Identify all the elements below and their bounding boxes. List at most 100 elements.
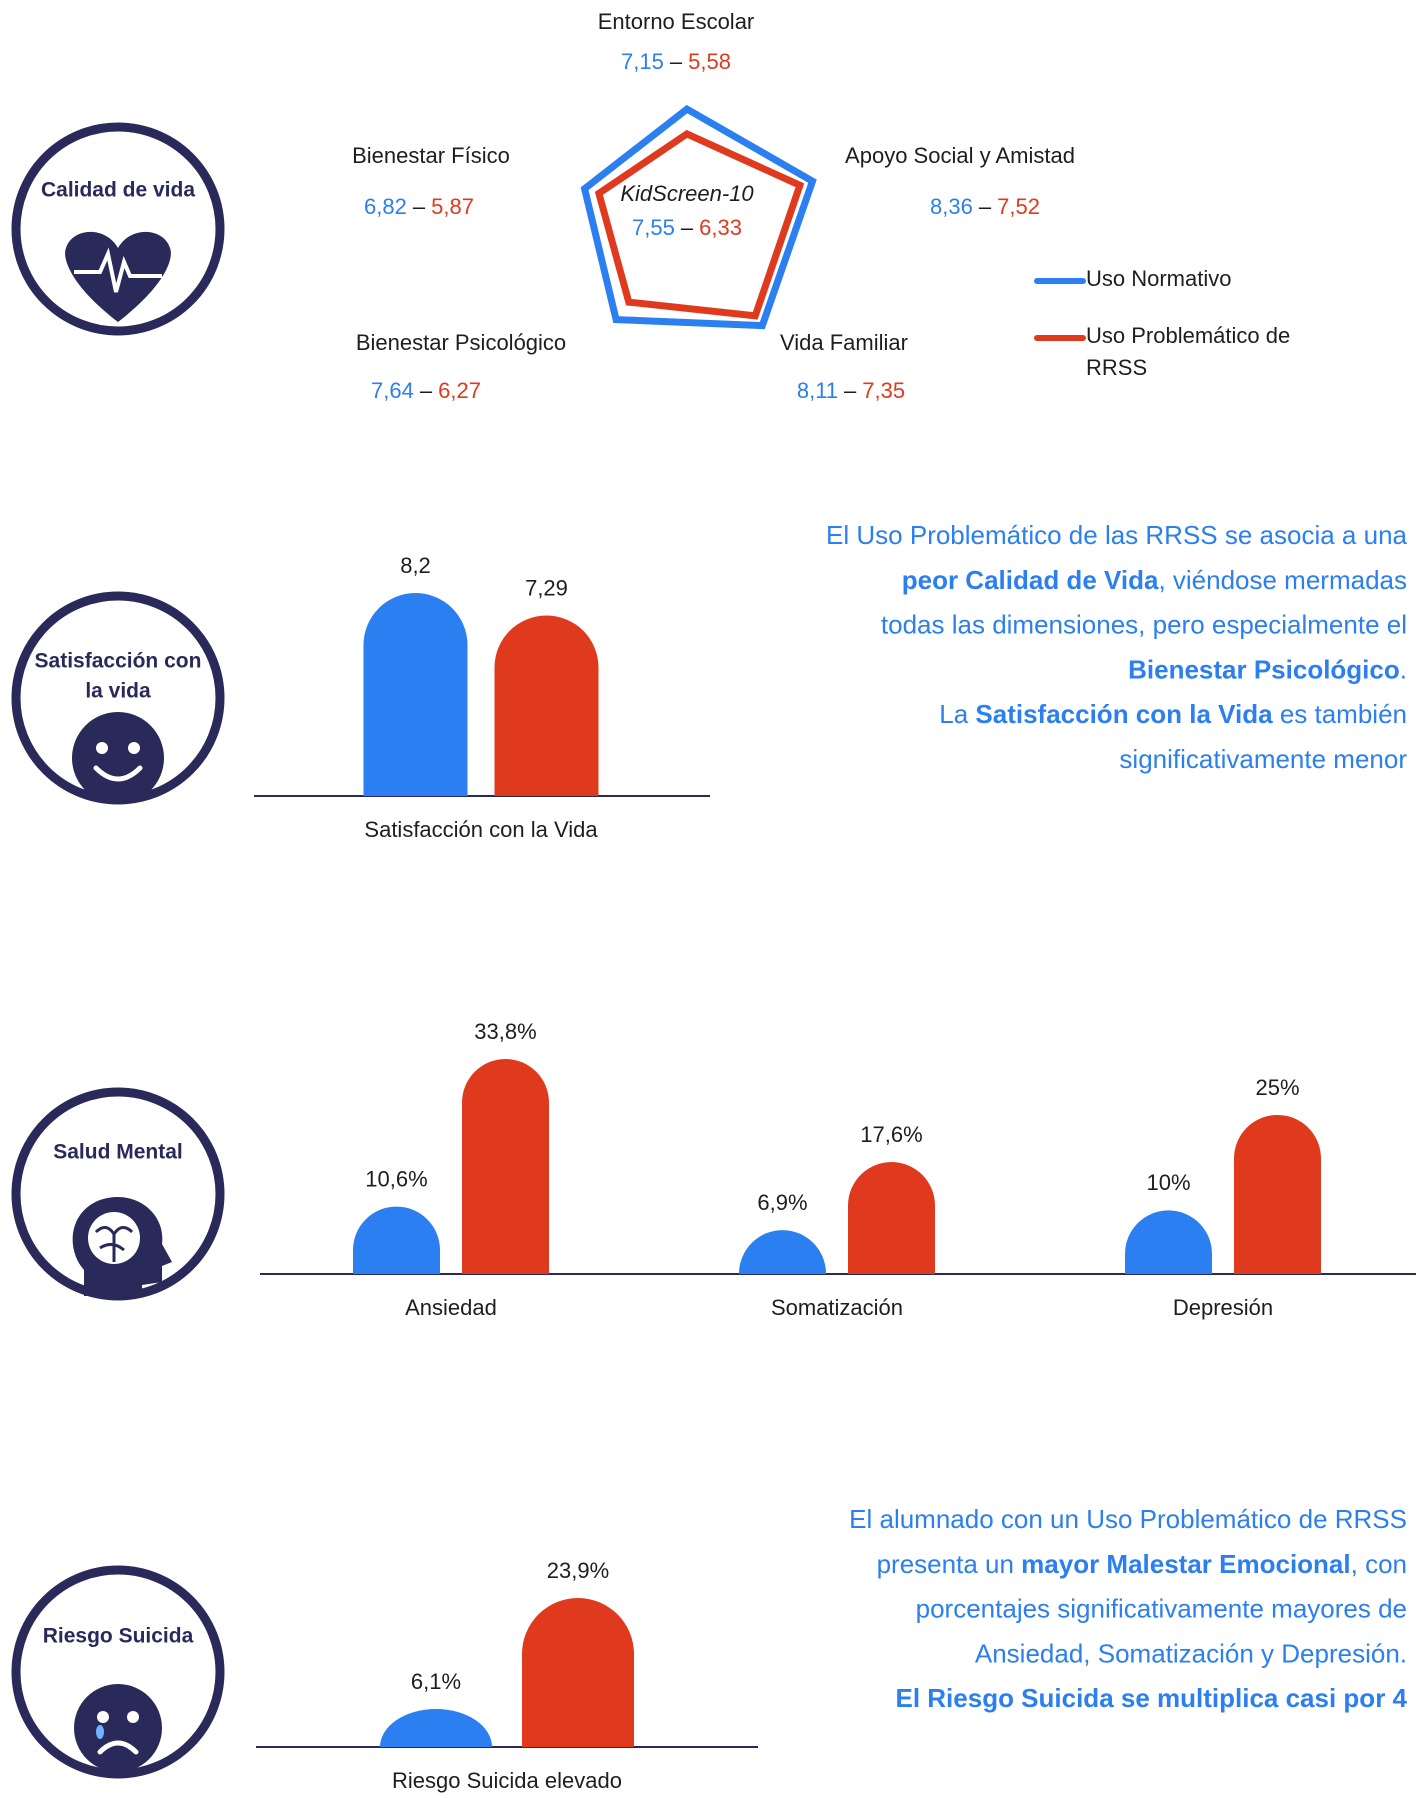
category-label: Satisfacción con la Vida [364, 817, 598, 842]
category-label: Somatización [771, 1295, 903, 1320]
separator: – [681, 215, 694, 240]
axis-label: Bienestar Psicológico [356, 330, 566, 355]
value-label: 25% [1255, 1075, 1299, 1100]
smiley-face [72, 712, 164, 804]
note-text: . [1400, 654, 1407, 684]
separator: – [413, 194, 426, 219]
radar-series [580, 104, 817, 330]
note-line: El Riesgo Suicida se multiplica casi por… [895, 1683, 1407, 1713]
bar [353, 1206, 440, 1274]
value-label: 6,27 [438, 378, 481, 403]
legend-label: Uso Problemático de RRSS [1086, 323, 1291, 380]
value-pair: 8,36–7,52 [930, 194, 1040, 219]
note-line: todas las dimensiones, pero especialment… [881, 609, 1407, 639]
value-pair: 7,64–6,27 [371, 378, 481, 403]
note-text: La [939, 699, 975, 729]
separator: – [670, 49, 683, 74]
value-label: 8,36 [930, 194, 973, 219]
note-text: , con [1351, 1549, 1407, 1579]
axis-label: Entorno Escolar [598, 9, 755, 34]
note-line: peor Calidad de Vida, viéndose mermadas [902, 565, 1407, 595]
value-label: 6,9% [757, 1190, 807, 1215]
eye [127, 1711, 139, 1723]
value-label: 7,52 [997, 194, 1040, 219]
value-label: 10,6% [365, 1166, 427, 1191]
eye [96, 742, 108, 754]
smile [93, 765, 143, 782]
legend: Uso Normativo Uso Problemático de RRSS [1034, 266, 1311, 414]
note-line: porcentajes significativamente mayores d… [916, 1593, 1407, 1623]
axis-label: Apoyo Social y Amistad [845, 143, 1075, 168]
value-label: 5,58 [688, 49, 731, 74]
value-pair: 6,82–5,87 [364, 194, 474, 219]
value-pair: 7,55–6,33 [632, 215, 742, 240]
section-label: Riesgo Suicida [43, 1625, 194, 1648]
note-text: todas las dimensiones, pero especialment… [881, 609, 1407, 639]
value-label: 10% [1146, 1170, 1190, 1195]
value-pair: 7,15–5,58 [621, 49, 731, 74]
note-line: El alumnado con un Uso Problemático de R… [849, 1504, 1407, 1534]
value-pair: 8,11–7,35 [797, 378, 905, 403]
icon-mental-health [11, 1087, 225, 1301]
category-label: Depresión [1173, 1295, 1273, 1320]
separator: – [844, 378, 857, 403]
separator: – [420, 378, 433, 403]
section-label: Calidad de vida [41, 179, 195, 202]
value-label: 6,1% [411, 1669, 461, 1694]
value-label: 23,9% [547, 1558, 609, 1583]
ecg-line [74, 247, 162, 293]
category-label: Ansiedad [405, 1295, 497, 1320]
eye [128, 742, 140, 754]
note-text: Bienestar Psicológico [1128, 654, 1400, 684]
value-label: 8,2 [400, 553, 431, 578]
value-label: 7,35 [862, 378, 905, 403]
note-line: presenta un mayor Malestar Emocional, co… [877, 1549, 1407, 1579]
note-text: El Uso Problemático de las RRSS se asoci… [826, 520, 1407, 550]
note-line: Ansiedad, Somatización y Depresión. [975, 1638, 1407, 1668]
note-line: significativamente menor [1119, 744, 1407, 774]
eye [97, 1711, 109, 1723]
legend-label: Uso Normativo [1086, 266, 1232, 291]
section-label: la vida [85, 680, 151, 703]
icon-suicide-risk [11, 1565, 225, 1779]
value-label: 7,29 [525, 575, 568, 600]
bar [462, 1059, 549, 1274]
value-label: 7,55 [632, 215, 675, 240]
note-line: Bienestar Psicológico. [1128, 654, 1407, 684]
icon-quality-of-life [11, 122, 225, 336]
bar [494, 615, 599, 796]
bar [1125, 1210, 1212, 1274]
bar [1234, 1114, 1321, 1274]
note-text: es también [1273, 699, 1407, 729]
bar [380, 1708, 492, 1747]
note-text: Ansiedad, Somatización y Depresión. [975, 1638, 1407, 1668]
center-label: KidScreen-10 [620, 181, 754, 206]
frown [97, 1740, 139, 1755]
value-label: 17,6% [860, 1122, 922, 1147]
tear [96, 1725, 104, 1739]
icon-ring [11, 1565, 225, 1779]
separator: – [979, 194, 992, 219]
note-text: , viéndose mermadas [1158, 565, 1407, 595]
category-label: Riesgo Suicida elevado [392, 1768, 622, 1793]
icon-satisfaction [11, 591, 225, 805]
note-text: mayor Malestar Emocional [1021, 1549, 1350, 1579]
note-text: El Riesgo Suicida se multiplica casi por… [895, 1683, 1407, 1713]
value-label: 6,82 [364, 194, 407, 219]
bar [363, 593, 468, 796]
note-text: significativamente menor [1119, 744, 1407, 774]
legend-swatch [1034, 335, 1086, 341]
note-text: peor Calidad de Vida [902, 565, 1159, 595]
note-text: presenta un [877, 1549, 1022, 1579]
note-line: La Satisfacción con la Vida es también [939, 699, 1407, 729]
sad-face [74, 1684, 162, 1772]
value-label: 33,8% [474, 1019, 536, 1044]
bar [522, 1598, 634, 1747]
value-label: 7,15 [621, 49, 664, 74]
note-text: porcentajes significativamente mayores d… [916, 1593, 1407, 1623]
value-label: 6,33 [699, 215, 742, 240]
legend-entry: Uso Normativo [1034, 266, 1311, 295]
icon-ring [11, 122, 225, 336]
